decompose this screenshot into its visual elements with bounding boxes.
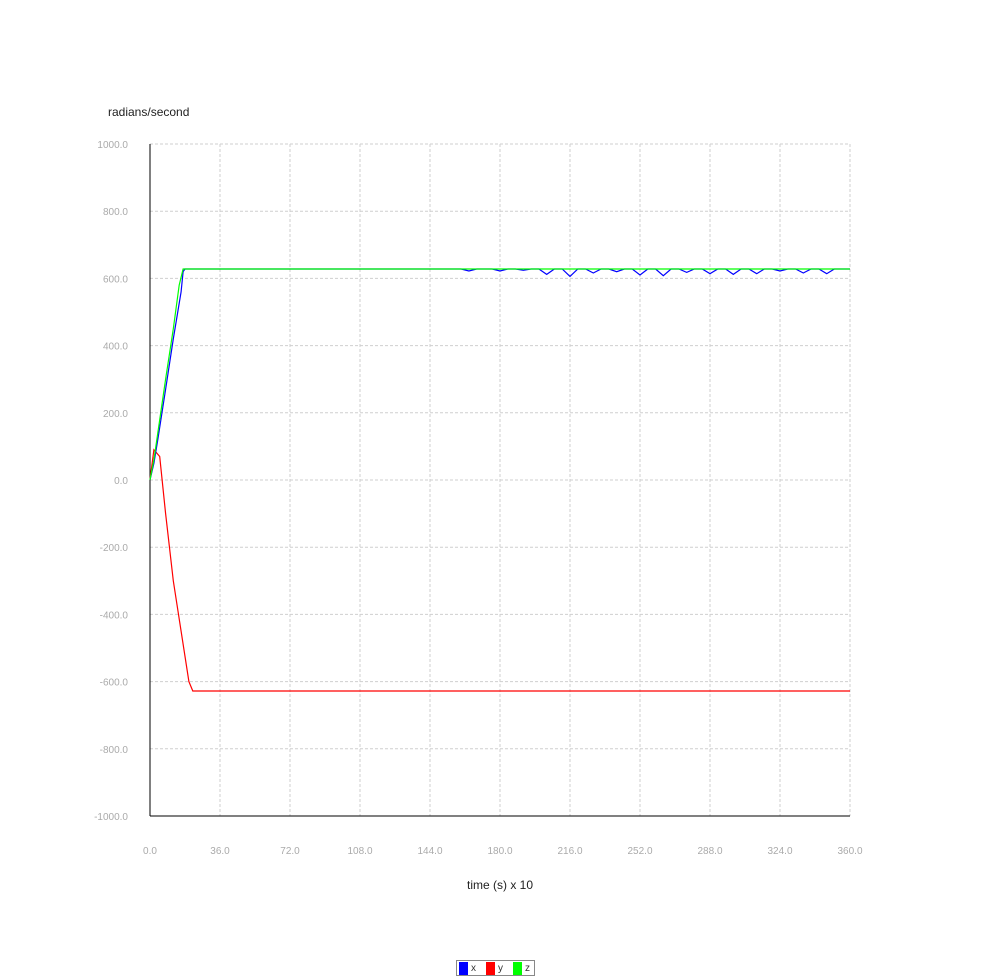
y-tick-label: -800.0 [100,745,129,756]
series-lines [149,268,850,692]
legend-item-z: z [513,961,530,975]
y-tick-label: -400.0 [100,610,129,621]
legend-label: x [471,962,476,974]
x-tick-label: 108.0 [347,846,372,857]
x-tick-label: 36.0 [210,846,230,857]
legend-swatch [513,961,522,975]
y-axis-title: radians/second [108,105,189,119]
x-tick-label: 252.0 [627,846,652,857]
legend-item-x: x [459,961,476,975]
x-tick-label: 72.0 [280,846,300,857]
y-tick-label: 1000.0 [97,140,128,151]
y-tick-labels: 1000.0 800.0 600.0 400.0 200.0 0.0 -200.0 -400.… [94,140,128,823]
x-tick-label: 0.0 [143,846,157,857]
x-tick-label: 144.0 [417,846,442,857]
legend-item-y: y [486,961,503,975]
y-tick-label: -1000.0 [94,812,128,823]
legend-swatch [486,961,495,975]
x-tick-label: 180.0 [487,846,512,857]
x-tick-label: 360.0 [837,846,862,857]
x-tick-label: 216.0 [557,846,582,857]
legend-label: z [525,962,530,974]
grid [149,143,851,817]
legend-label: y [498,962,503,974]
series-line-z [149,268,850,481]
y-tick-label: -600.0 [100,678,129,689]
x-tick-label: 288.0 [697,846,722,857]
y-tick-label: -200.0 [100,543,129,554]
legend: x y z [456,960,535,976]
legend-swatch [459,961,468,975]
x-tick-label: 324.0 [767,846,792,857]
y-tick-label: 800.0 [103,207,128,218]
y-tick-label: 400.0 [103,342,128,353]
x-axis-title: time (s) x 10 [467,878,533,892]
y-tick-label: 200.0 [103,409,128,420]
y-tick-label: 600.0 [103,274,128,285]
x-tick-labels: 0.0 36.0 72.0 108.0 144.0 180.0 216.0 252.0 288.… [143,846,863,857]
y-tick-label: 0.0 [114,476,128,487]
